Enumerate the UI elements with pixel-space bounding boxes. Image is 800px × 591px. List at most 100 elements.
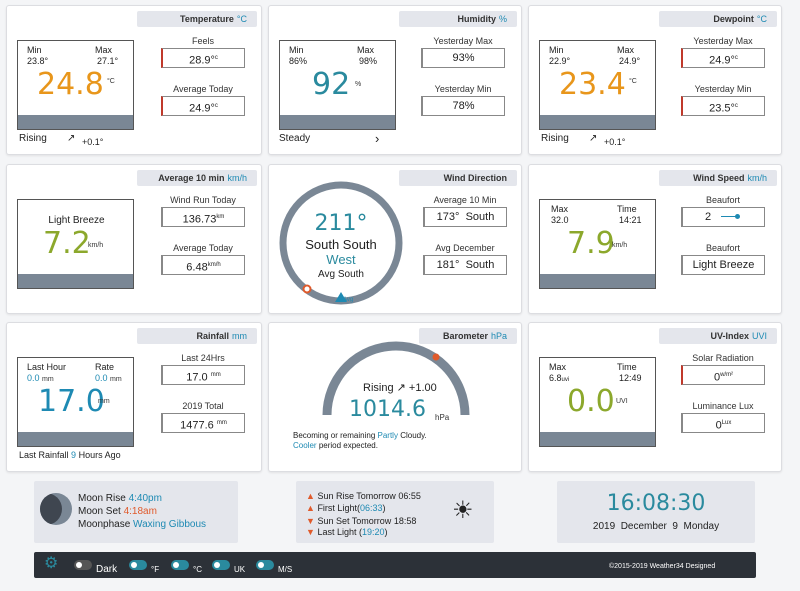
barometer-title: Barometer hPa [419, 328, 517, 344]
winddir-avg-marker: Avg [343, 297, 354, 303]
hum-min-value: 86% [289, 56, 308, 66]
winddir-dir-line2: West [326, 252, 356, 267]
baro-trend-icon: ↗ [396, 382, 406, 394]
avg10-label: Average 10 Min [433, 195, 497, 205]
temperature-box: Min 23.8° Max 27.1° 24.8 °C [17, 40, 134, 130]
humidity-value: 92 [312, 67, 351, 102]
dew-ymax-field: 24.9°c [681, 48, 765, 68]
dew-min-value: 22.9° [549, 56, 571, 66]
avg-today-field: 24.9°c [161, 96, 245, 116]
last24-label: Last 24Hrs [181, 353, 225, 363]
uv-time-value: 12:49 [619, 373, 642, 383]
lasthour-value: 0.0 mm [27, 373, 54, 383]
rainfall-title: Rainfall mm [137, 328, 257, 344]
dark-toggle[interactable] [74, 560, 92, 570]
windspeed-title: Wind Speed km/h [659, 170, 777, 186]
hum-max-value: 98% [359, 56, 378, 66]
dew-ymin-field: 23.5°c [681, 96, 765, 116]
rainfall-unit: mm [98, 398, 110, 405]
avgwind-desc: Light Breeze [48, 215, 105, 226]
year-total-label: 2019 Total [182, 401, 224, 411]
avgwind-box: Light Breeze 7.2 km/h [17, 199, 134, 289]
copyright: ©2015-2019 Weather34 Designed [609, 563, 716, 570]
moon-phase: Moonphase Waxing Gibbous [78, 519, 207, 530]
avg10-field: 173° South [423, 207, 507, 227]
beaufort-label: Beaufort [705, 195, 741, 205]
settings-gear-icon[interactable]: ⚙ [44, 555, 59, 572]
compass-dial [279, 181, 403, 305]
moon-icon [40, 493, 72, 525]
temp-max-label: Max [95, 45, 113, 55]
baro-value: 1014.6 [349, 397, 426, 422]
humidity-card: Humidity% Min 86% Max 98% 92 % Steady › … [268, 5, 522, 155]
uk-toggle[interactable] [212, 560, 230, 570]
fahrenheit-toggle[interactable] [129, 560, 147, 570]
windrun-field: 136.73km [161, 207, 245, 227]
ws-max-value: 32.0 [551, 215, 569, 225]
last24-field: 17.0 mm [161, 365, 245, 385]
temp-min-label: Min [27, 45, 42, 55]
windrun-label: Wind Run Today [170, 195, 236, 205]
rainfall-box: Last Hour 0.0 mm Rate 0.0 mm 17.0 mm [17, 357, 134, 447]
winddir-degrees: 211° [314, 211, 368, 236]
ws-max-label: Max [551, 204, 569, 214]
ms-label: M/S [278, 565, 293, 574]
ms-toggle[interactable] [256, 560, 274, 570]
baro-trend: Rising ↗ +1.00 [363, 382, 437, 394]
temperature-value: 24.8 [37, 67, 104, 102]
rainfall-value: 17.0 [38, 384, 105, 419]
dewpoint-card: Dewpoint °C Min 22.9° Max 24.9° 23.4 °C R… [528, 5, 782, 155]
uk-label: UK [234, 565, 246, 574]
uv-card: UV-Index UVI Max 6.8uvi Time 12:49 0.0 UV… [528, 322, 782, 472]
windspeed-box-bar [540, 274, 655, 288]
humidity-trend: Steady [279, 133, 311, 144]
temperature-trend-icon: ↗ [67, 133, 76, 144]
dew-max-value: 24.9° [619, 56, 641, 66]
beaufort-num-field: 2 [681, 207, 765, 227]
clock-date: 2019 December 9 Monday [592, 521, 720, 532]
clock-panel: 16:08:30 2019 December 9 Monday [557, 481, 755, 543]
hum-min-label: Min [289, 45, 304, 55]
beaufort-label-2: Beaufort [705, 243, 741, 253]
avgwind-box-bar [18, 274, 133, 288]
hum-ymin-label: Yesterday Min [434, 84, 492, 94]
lux-field: 0Lux [681, 413, 765, 433]
winddir-card: Wind Direction 211° South South West Avg… [268, 164, 522, 314]
last-rainfall: Last Rainfall 9 Hours Ago [19, 450, 121, 460]
celsius-toggle[interactable] [171, 560, 189, 570]
moon-rise: Moon Rise 4:40pm [78, 493, 162, 504]
feels-field: 28.9°c [161, 48, 245, 68]
temp-min-value: 23.8° [27, 56, 49, 66]
dew-ymin-label: Yesterday Min [694, 84, 752, 94]
humidity-unit: % [355, 81, 362, 88]
temperature-box-bar [18, 115, 133, 129]
dew-min-label: Min [549, 45, 564, 55]
dewpoint-trend-icon: ↗ [589, 133, 598, 144]
uv-box: Max 6.8uvi Time 12:49 0.0 UVI [539, 357, 656, 447]
dew-max-label: Max [617, 45, 635, 55]
firstlight-row: ▲ First Light(06:33) [306, 503, 386, 513]
sunset-row: ▼ Sun Set Tomorrow 18:58 [306, 516, 417, 526]
wind-avg-field: 6.48km/h [161, 255, 245, 275]
temp-max-value: 27.1° [97, 56, 119, 66]
uv-max-value: 6.8uvi [549, 373, 570, 383]
sun-panel: ▲ Sun Rise Tomorrow 06:55 ▲ First Light(… [296, 481, 494, 543]
hum-ymax-label: Yesterday Max [433, 36, 493, 46]
temperature-trend: Rising [19, 133, 47, 144]
rate-label: Rate [95, 362, 115, 372]
rainfall-card: Rainfall mm Last Hour 0.0 mm Rate 0.0 mm … [6, 322, 262, 472]
sun-icon: ☀ [452, 497, 474, 524]
solar-label: Solar Radiation [692, 353, 754, 363]
uv-time-label: Time [617, 362, 637, 372]
moon-panel: Moon Rise 4:40pm Moon Set 4:18am Moonpha… [34, 481, 238, 543]
avgdec-label: Avg December [435, 243, 495, 253]
hum-ymax-field: 93% [421, 48, 505, 68]
barometer-card: Barometer hPa Rising ↗ +1.00 1014.6 hPa B… [268, 322, 522, 472]
humidity-box-bar [280, 115, 395, 129]
dewpoint-title: Dewpoint °C [659, 11, 777, 27]
windspeed-card: Wind Speed km/h Max 32.0 Time 14:21 7.9 k… [528, 164, 782, 314]
dew-ymax-label: Yesterday Max [693, 36, 753, 46]
avgwind-card: Average 10 min km/h Light Breeze 7.2 km/h… [6, 164, 262, 314]
barometer-gauge [322, 341, 470, 416]
feels-label: Feels [191, 36, 214, 46]
